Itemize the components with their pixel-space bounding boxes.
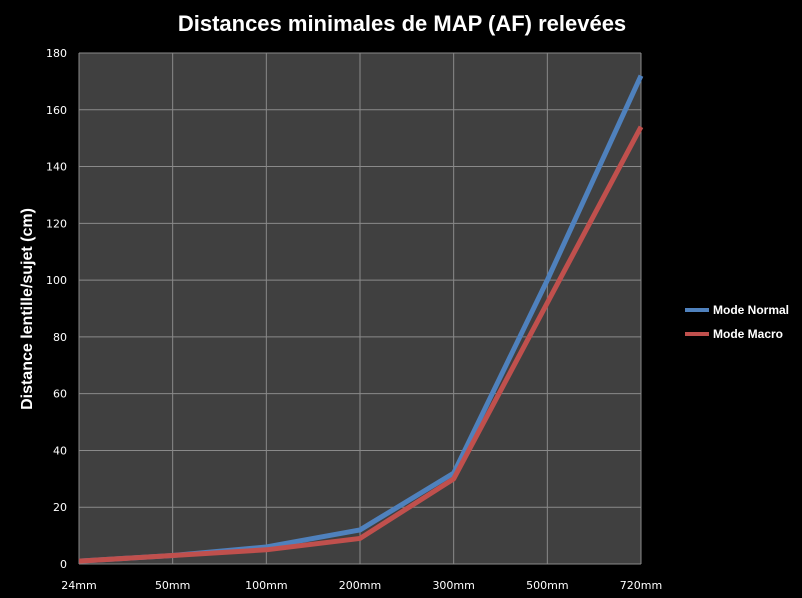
y-tick-label: 160 [46, 104, 67, 117]
series-line [78, 125, 644, 564]
y-tick-label: 40 [53, 444, 67, 457]
legend-label: Mode Normal [713, 303, 789, 317]
x-tick-label: 300mm [432, 579, 474, 592]
x-tick-label: 720mm [620, 579, 662, 592]
x-tick-label: 24mm [61, 579, 96, 592]
x-axis-ticks: 24mm 50mm 100mm 200mm 300mm 500mm 720mm [61, 579, 662, 592]
x-tick-label: 500mm [526, 579, 568, 592]
y-tick-label: 60 [53, 388, 67, 401]
y-tick-label: 80 [53, 331, 67, 344]
legend-label: Mode Macro [713, 327, 783, 341]
chart-title: Distances minimales de MAP (AF) relevées [178, 11, 626, 36]
y-tick-label: 20 [53, 501, 67, 514]
y-tick-label: 100 [46, 274, 67, 287]
x-tick-label: 200mm [339, 579, 381, 592]
x-tick-label: 50mm [155, 579, 190, 592]
y-axis-ticks: 0 20 40 60 80 100 120 140 160 180 [46, 47, 67, 571]
grid-layer [78, 52, 642, 565]
series-layer [78, 74, 644, 564]
y-tick-label: 140 [46, 161, 67, 174]
y-tick-label: 120 [46, 217, 67, 230]
legend: Mode Normal Mode Macro [685, 303, 789, 341]
y-axis-title: Distance lentille/sujet (cm) [19, 208, 36, 410]
x-tick-label: 100mm [245, 579, 287, 592]
y-tick-label: 0 [60, 558, 67, 571]
y-tick-label: 180 [46, 47, 67, 60]
